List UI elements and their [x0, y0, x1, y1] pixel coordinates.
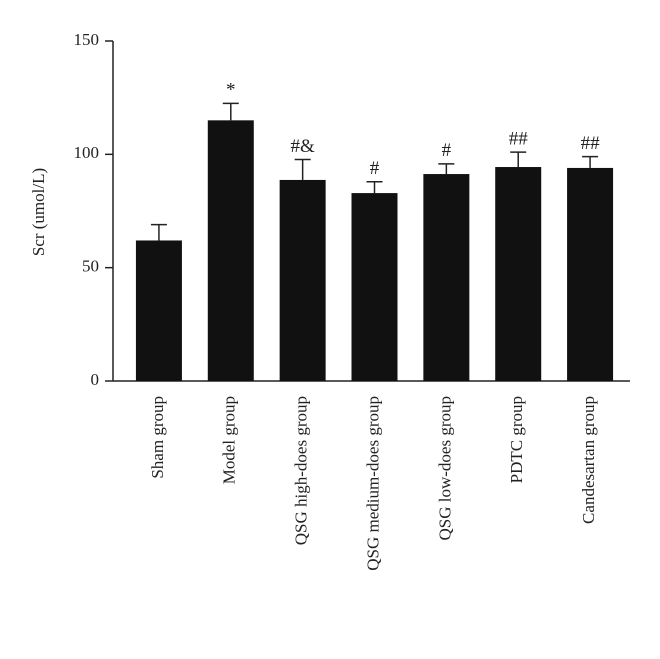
y-tick-label: 50 [82, 257, 99, 276]
x-tick-label: QSG high-does group [292, 396, 311, 545]
bar [279, 179, 326, 381]
y-tick-label: 100 [74, 143, 100, 162]
bar [495, 167, 542, 381]
y-tick-label: 0 [91, 370, 100, 389]
x-tick-label: PDTC group [507, 396, 526, 483]
x-tick-label: QSG low-does group [435, 396, 454, 540]
x-tick-label: QSG medium-does group [363, 396, 382, 571]
y-axis-label: Scr (umol/L) [29, 168, 48, 256]
bar [135, 240, 182, 381]
annotation: # [370, 158, 380, 179]
x-tick-label: Candesartan group [579, 396, 598, 524]
y-tick-label: 150 [74, 30, 100, 49]
annotation: # [442, 140, 452, 161]
annotation: ## [509, 128, 529, 149]
bar [423, 174, 470, 381]
bar [207, 120, 254, 381]
x-tick-label: Sham group [148, 396, 167, 479]
x-tick-label: Model group [220, 396, 239, 484]
annotation: ## [581, 133, 601, 154]
bar [567, 167, 614, 381]
annotation: * [226, 80, 236, 101]
bar [351, 193, 398, 381]
annotation: #& [291, 136, 316, 157]
